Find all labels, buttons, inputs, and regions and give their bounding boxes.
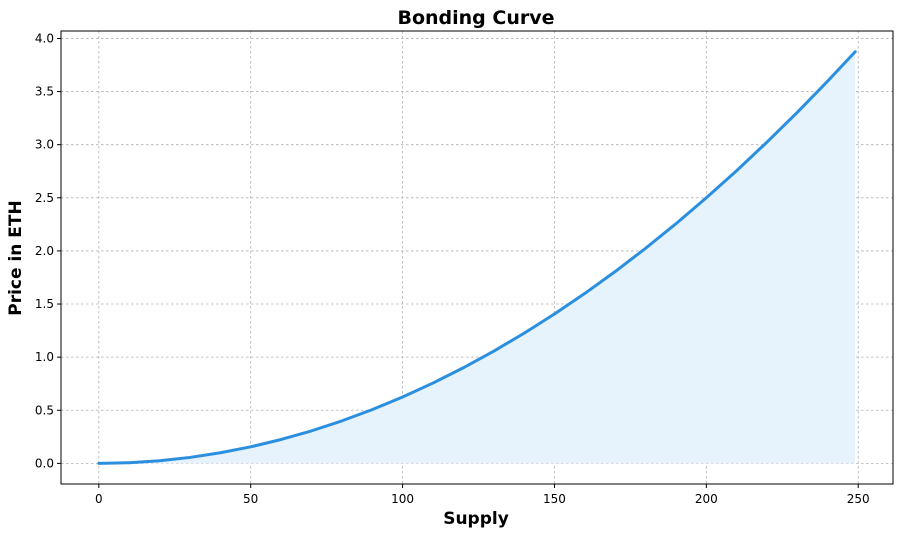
chart-title: Bonding Curve <box>397 7 554 29</box>
y-tick-label: 1.0 <box>35 350 54 364</box>
y-tick-label: 2.0 <box>35 244 54 258</box>
series-line <box>97 50 857 465</box>
x-tick-label: 100 <box>391 492 414 506</box>
y-axis-label: Price in ETH <box>6 200 26 315</box>
y-tick-label: 2.5 <box>35 191 54 205</box>
x-tick-label: 250 <box>847 492 870 506</box>
area-fill <box>98 51 856 464</box>
y-axis: 0.0 0.5 1.0 1.5 2.0 2.5 3.0 3.5 4.0 <box>35 31 61 470</box>
y-tick-label: 0.5 <box>35 403 54 417</box>
y-tick-label: 1.5 <box>35 297 54 311</box>
x-tick-label: 150 <box>543 492 566 506</box>
y-tick-label: 0.0 <box>35 456 54 470</box>
x-tick-label: 200 <box>695 492 718 506</box>
x-axis: 0 50 100 150 200 250 <box>95 484 870 506</box>
x-axis-label: Supply <box>443 509 509 529</box>
y-tick-label: 3.0 <box>35 138 54 152</box>
x-tick-label: 0 <box>95 492 103 506</box>
y-tick-label: 3.5 <box>35 85 54 99</box>
y-tick-label: 4.0 <box>35 31 54 45</box>
x-tick-label: 50 <box>243 492 258 506</box>
plot-frame <box>60 30 894 485</box>
